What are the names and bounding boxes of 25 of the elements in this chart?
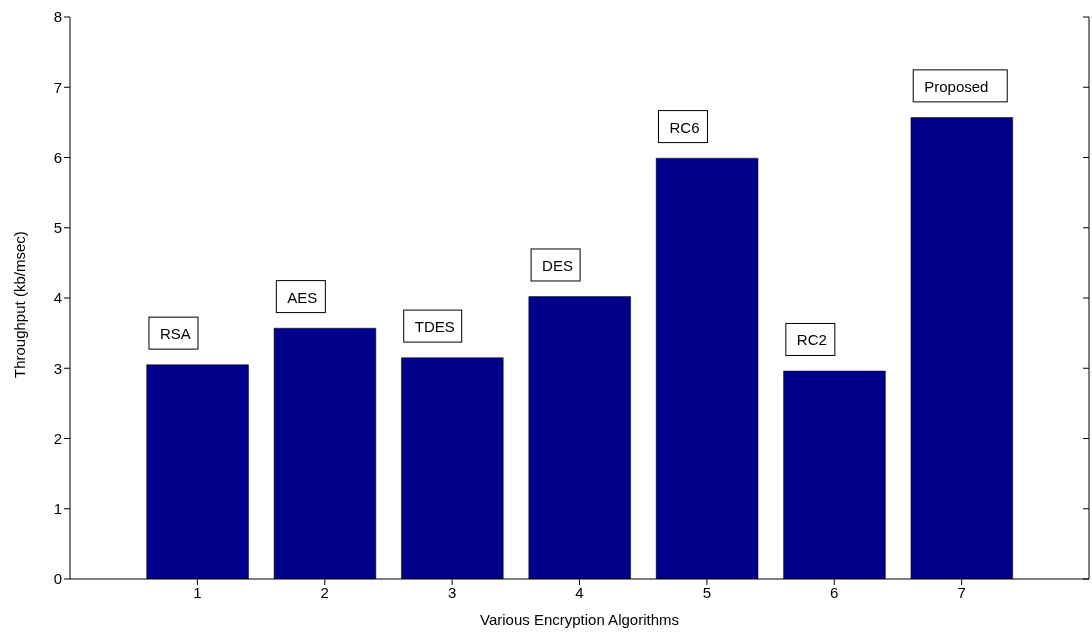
x-tick-label: 2 xyxy=(320,583,329,601)
annotation: AES xyxy=(287,288,318,306)
x-tick-label: 1 xyxy=(193,583,202,601)
annotation: TDES xyxy=(414,318,455,336)
y-tick-label: 3 xyxy=(53,359,62,377)
annotation: Proposed xyxy=(924,77,989,95)
y-tick-label: 2 xyxy=(53,429,62,447)
annotation: RC2 xyxy=(796,331,827,349)
x-tick-label: 7 xyxy=(957,583,966,601)
y-tick-label: 0 xyxy=(53,570,62,588)
x-tick-label: 5 xyxy=(702,583,712,601)
y-axis-title: Throughput (kb/msec) xyxy=(11,231,29,378)
x-tick-label: 6 xyxy=(830,583,839,601)
y-tick-label: 1 xyxy=(53,500,62,518)
annotation: RSA xyxy=(159,325,191,343)
y-tick-label: 4 xyxy=(53,289,62,307)
y-tick-label: 8 xyxy=(53,8,62,26)
annotation: DES xyxy=(542,256,573,274)
y-tick-label: 5 xyxy=(53,219,62,237)
y-tick-label: 6 xyxy=(53,148,62,166)
x-tick-label: 3 xyxy=(447,583,457,601)
x-tick-label: 4 xyxy=(575,583,584,601)
x-axis-title: Various Encryption Algorithms xyxy=(480,611,679,628)
y-tick-label: 7 xyxy=(53,78,62,96)
annotation: RC6 xyxy=(669,118,700,136)
